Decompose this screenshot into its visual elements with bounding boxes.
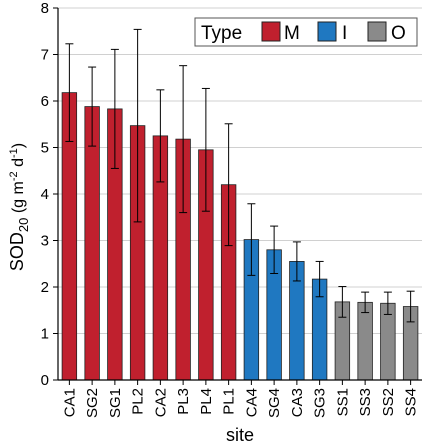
error-bar-ca3 (292, 241, 301, 282)
x-tick-label-pl2: PL2 (130, 388, 147, 415)
y-axis-title: SOD20 (g m-2 d-1) (7, 143, 31, 271)
x-tick-label-ss4: SS4 (403, 388, 420, 416)
y-axis-units-exp1: -2 (8, 171, 20, 181)
y-tick-label-5: 5 (41, 140, 49, 157)
error-bars (65, 28, 415, 323)
y-axis-units-mid: d (10, 158, 27, 171)
legend: Type M I O (194, 17, 418, 47)
error-bar-ss3 (361, 291, 370, 314)
error-bar-sg2 (88, 66, 97, 147)
error-bar-pl1 (224, 123, 233, 247)
error-bar-pl2 (133, 28, 142, 223)
y-tick-label-1: 1 (41, 326, 49, 343)
error-bar-ss4 (406, 290, 415, 323)
error-bar-ss2 (383, 291, 392, 315)
y-tick-labels: 0 1 2 3 4 5 6 7 8 (41, 0, 58, 389)
x-tick-label-pl1: PL1 (221, 388, 238, 415)
y-tick-label-7: 7 (41, 47, 49, 64)
bars (61, 92, 419, 381)
x-tick-label-ss2: SS2 (380, 388, 397, 416)
y-tick-label-3: 3 (41, 233, 49, 250)
error-bar-ss1 (338, 286, 347, 318)
y-axis-units-open: (g m (10, 181, 27, 217)
legend-label-o: O (391, 23, 406, 44)
bar-sg2 (84, 106, 100, 381)
x-tick-labels: CA1 SG2 SG1 PL2 CA2 PL3 PL4 PL1 CA4 SG4 CA3 SG3 SS1 S… (61, 380, 420, 418)
x-tick-label-ca4: CA4 (243, 388, 260, 417)
legend-title: Type (201, 23, 242, 44)
error-bar-pl4 (201, 87, 210, 212)
x-tick-label-pl3: PL3 (175, 388, 192, 415)
y-axis-units-close: ) (10, 143, 27, 148)
x-tick-label-sg3: SG3 (312, 388, 329, 418)
x-tick-label-ca1: CA1 (61, 388, 78, 417)
x-tick-label-ca3: CA3 (289, 388, 306, 417)
x-tick-label-ca2: CA2 (152, 388, 169, 417)
error-bar-ca1 (65, 43, 74, 142)
y-tick-label-0: 0 (41, 372, 49, 389)
legend-swatch-m (261, 21, 281, 42)
y-tick-label-6: 6 (41, 93, 49, 110)
error-bar-ca2 (156, 89, 165, 183)
legend-swatch-i (317, 21, 337, 42)
x-axis-title: site (226, 425, 254, 445)
y-axis-base: SOD (7, 232, 27, 271)
error-bar-sg3 (315, 260, 324, 298)
y-tick-label-8: 8 (41, 0, 49, 17)
x-tick-label-ss3: SS3 (357, 388, 374, 416)
y-axis-units-exp2: -1 (8, 148, 20, 158)
x-tick-label-sg4: SG4 (266, 388, 283, 418)
error-bar-ca4 (247, 203, 256, 276)
legend-label-i: I (342, 23, 347, 44)
y-axis-base-subscript: 20 (16, 218, 31, 232)
error-bar-sg4 (270, 225, 279, 275)
y-tick-label-2: 2 (41, 279, 49, 296)
legend-label-m: M (284, 23, 300, 44)
y-tick-label-4: 4 (41, 186, 49, 203)
x-tick-label-sg2: SG2 (84, 388, 101, 418)
legend-swatch-o (367, 21, 387, 42)
x-tick-label-pl4: PL4 (198, 388, 215, 415)
error-bar-sg1 (110, 48, 119, 169)
bar-ss3 (357, 301, 373, 381)
error-bar-pl3 (179, 65, 188, 214)
x-tick-label-ss1: SS1 (334, 388, 351, 416)
x-tick-label-sg1: SG1 (107, 388, 124, 418)
